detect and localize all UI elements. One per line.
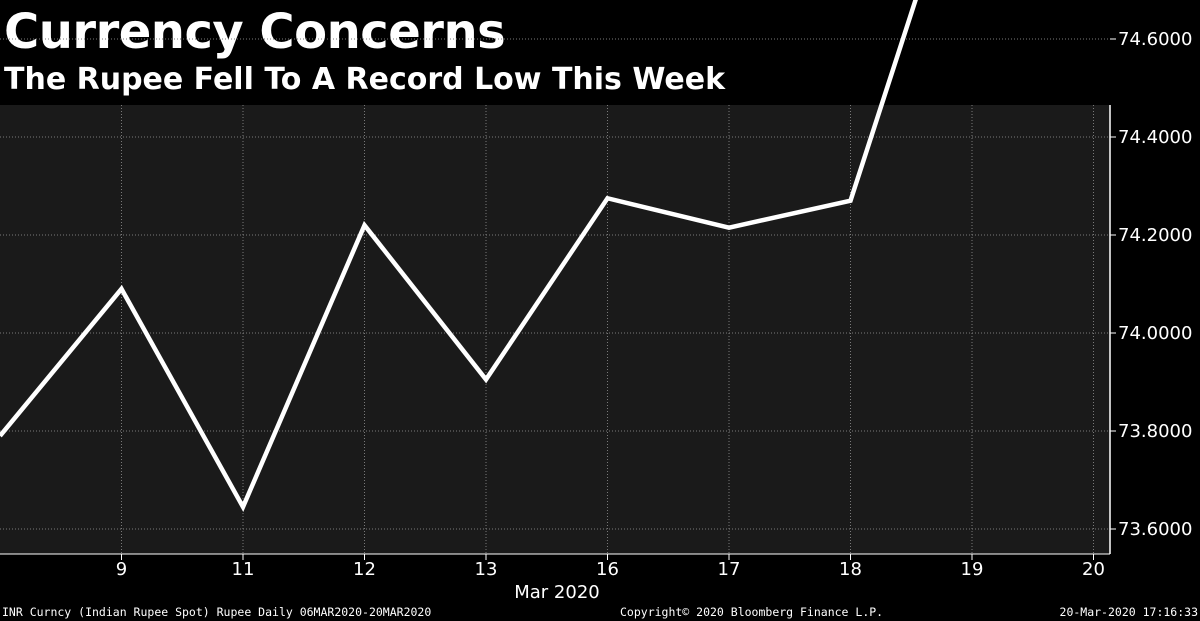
x-tick-label: 19 [961, 559, 984, 580]
y-tick-label: 74.6000 [1118, 29, 1192, 50]
x-tick-label: 13 [475, 559, 498, 580]
x-tick-label: 11 [232, 559, 255, 580]
x-tick-label: 9 [116, 559, 127, 580]
chart-subtitle: The Rupee Fell To A Record Low This Week [4, 62, 726, 97]
y-tick-label: 74.4000 [1118, 127, 1192, 148]
x-tick-label: 12 [353, 559, 376, 580]
series-line [0, 0, 918, 513]
chart-title: Currency Concerns [4, 4, 506, 60]
plot-area [0, 105, 1110, 554]
x-axis-label: Mar 2020 [514, 582, 600, 603]
x-tick-label: 17 [718, 559, 741, 580]
y-tick-label: 73.8000 [1118, 421, 1192, 442]
y-tick-label: 74.2000 [1118, 225, 1192, 246]
y-tick-label: 73.6000 [1118, 519, 1192, 540]
x-tick-label: 20 [1082, 559, 1105, 580]
x-tick-label: 16 [596, 559, 619, 580]
footer-timestamp: 20-Mar-2020 17:16:33 [1059, 605, 1198, 619]
footer-source: INR Curncy (Indian Rupee Spot) Rupee Dai… [2, 605, 432, 619]
y-tick-label: 74.0000 [1118, 323, 1192, 344]
x-tick-label: 18 [839, 559, 862, 580]
footer-copyright: Copyright© 2020 Bloomberg Finance L.P. [620, 605, 884, 619]
